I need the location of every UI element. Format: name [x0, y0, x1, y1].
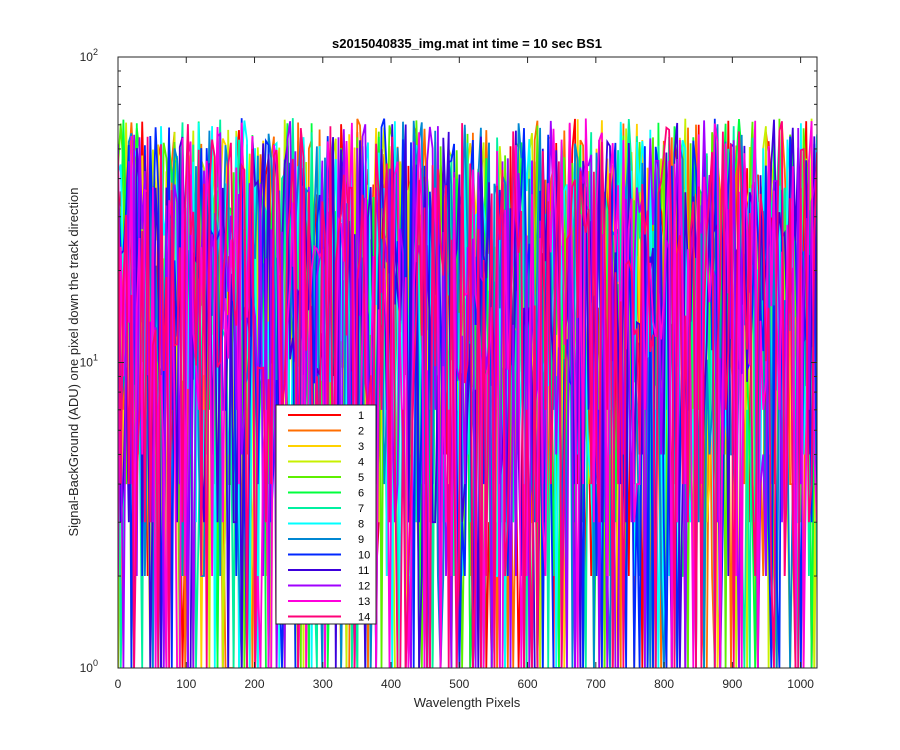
y-axis-label: Signal-BackGround (ADU) one pixel down t…	[66, 187, 81, 536]
legend-label: 10	[358, 550, 370, 562]
x-tick-label: 500	[449, 677, 469, 691]
y-tick-exp: 0	[93, 658, 98, 668]
x-axis-label: Wavelength Pixels	[414, 695, 521, 710]
y-tick-base: 10	[80, 661, 94, 675]
y-tick-label: 100	[80, 658, 98, 675]
legend-label: 1	[358, 410, 364, 422]
legend-label: 2	[358, 426, 364, 438]
legend-label: 9	[358, 534, 364, 546]
legend-label: 6	[358, 488, 364, 500]
tick-layer: 0 100 200 300 400 500 600 700 800 900 100010010110…	[80, 47, 817, 691]
y-tick-base: 10	[80, 50, 94, 64]
x-tick-label: 800	[654, 677, 674, 691]
legend-label: 4	[358, 457, 364, 469]
legend-label: 7	[358, 503, 364, 515]
chart-title: s2015040835_img.mat int time = 10 sec BS…	[332, 36, 602, 51]
x-tick-label: 300	[313, 677, 333, 691]
x-tick-label: 600	[518, 677, 538, 691]
legend-label: 12	[358, 581, 370, 593]
legend-label: 13	[358, 596, 370, 608]
legend-label: 5	[358, 472, 364, 484]
y-tick-exp: 2	[93, 47, 98, 57]
x-tick-label: 400	[381, 677, 401, 691]
y-tick-label: 102	[80, 47, 98, 64]
legend-label: 11	[358, 565, 369, 577]
y-tick-label: 101	[80, 353, 98, 370]
x-tick-label: 700	[586, 677, 606, 691]
x-tick-label: 200	[245, 677, 265, 691]
x-tick-label: 0	[115, 677, 122, 691]
x-tick-label: 1000	[787, 677, 814, 691]
series-line	[118, 121, 817, 668]
legend-label: 3	[358, 441, 364, 453]
x-tick-label: 900	[722, 677, 742, 691]
y-tick-base: 10	[80, 356, 94, 370]
x-tick-label: 100	[176, 677, 196, 691]
y-tick-exp: 1	[93, 353, 98, 363]
legend-label: 14	[358, 612, 370, 624]
legend-label: 8	[358, 519, 364, 531]
series-layer	[118, 118, 817, 668]
legend-box	[275, 404, 377, 625]
